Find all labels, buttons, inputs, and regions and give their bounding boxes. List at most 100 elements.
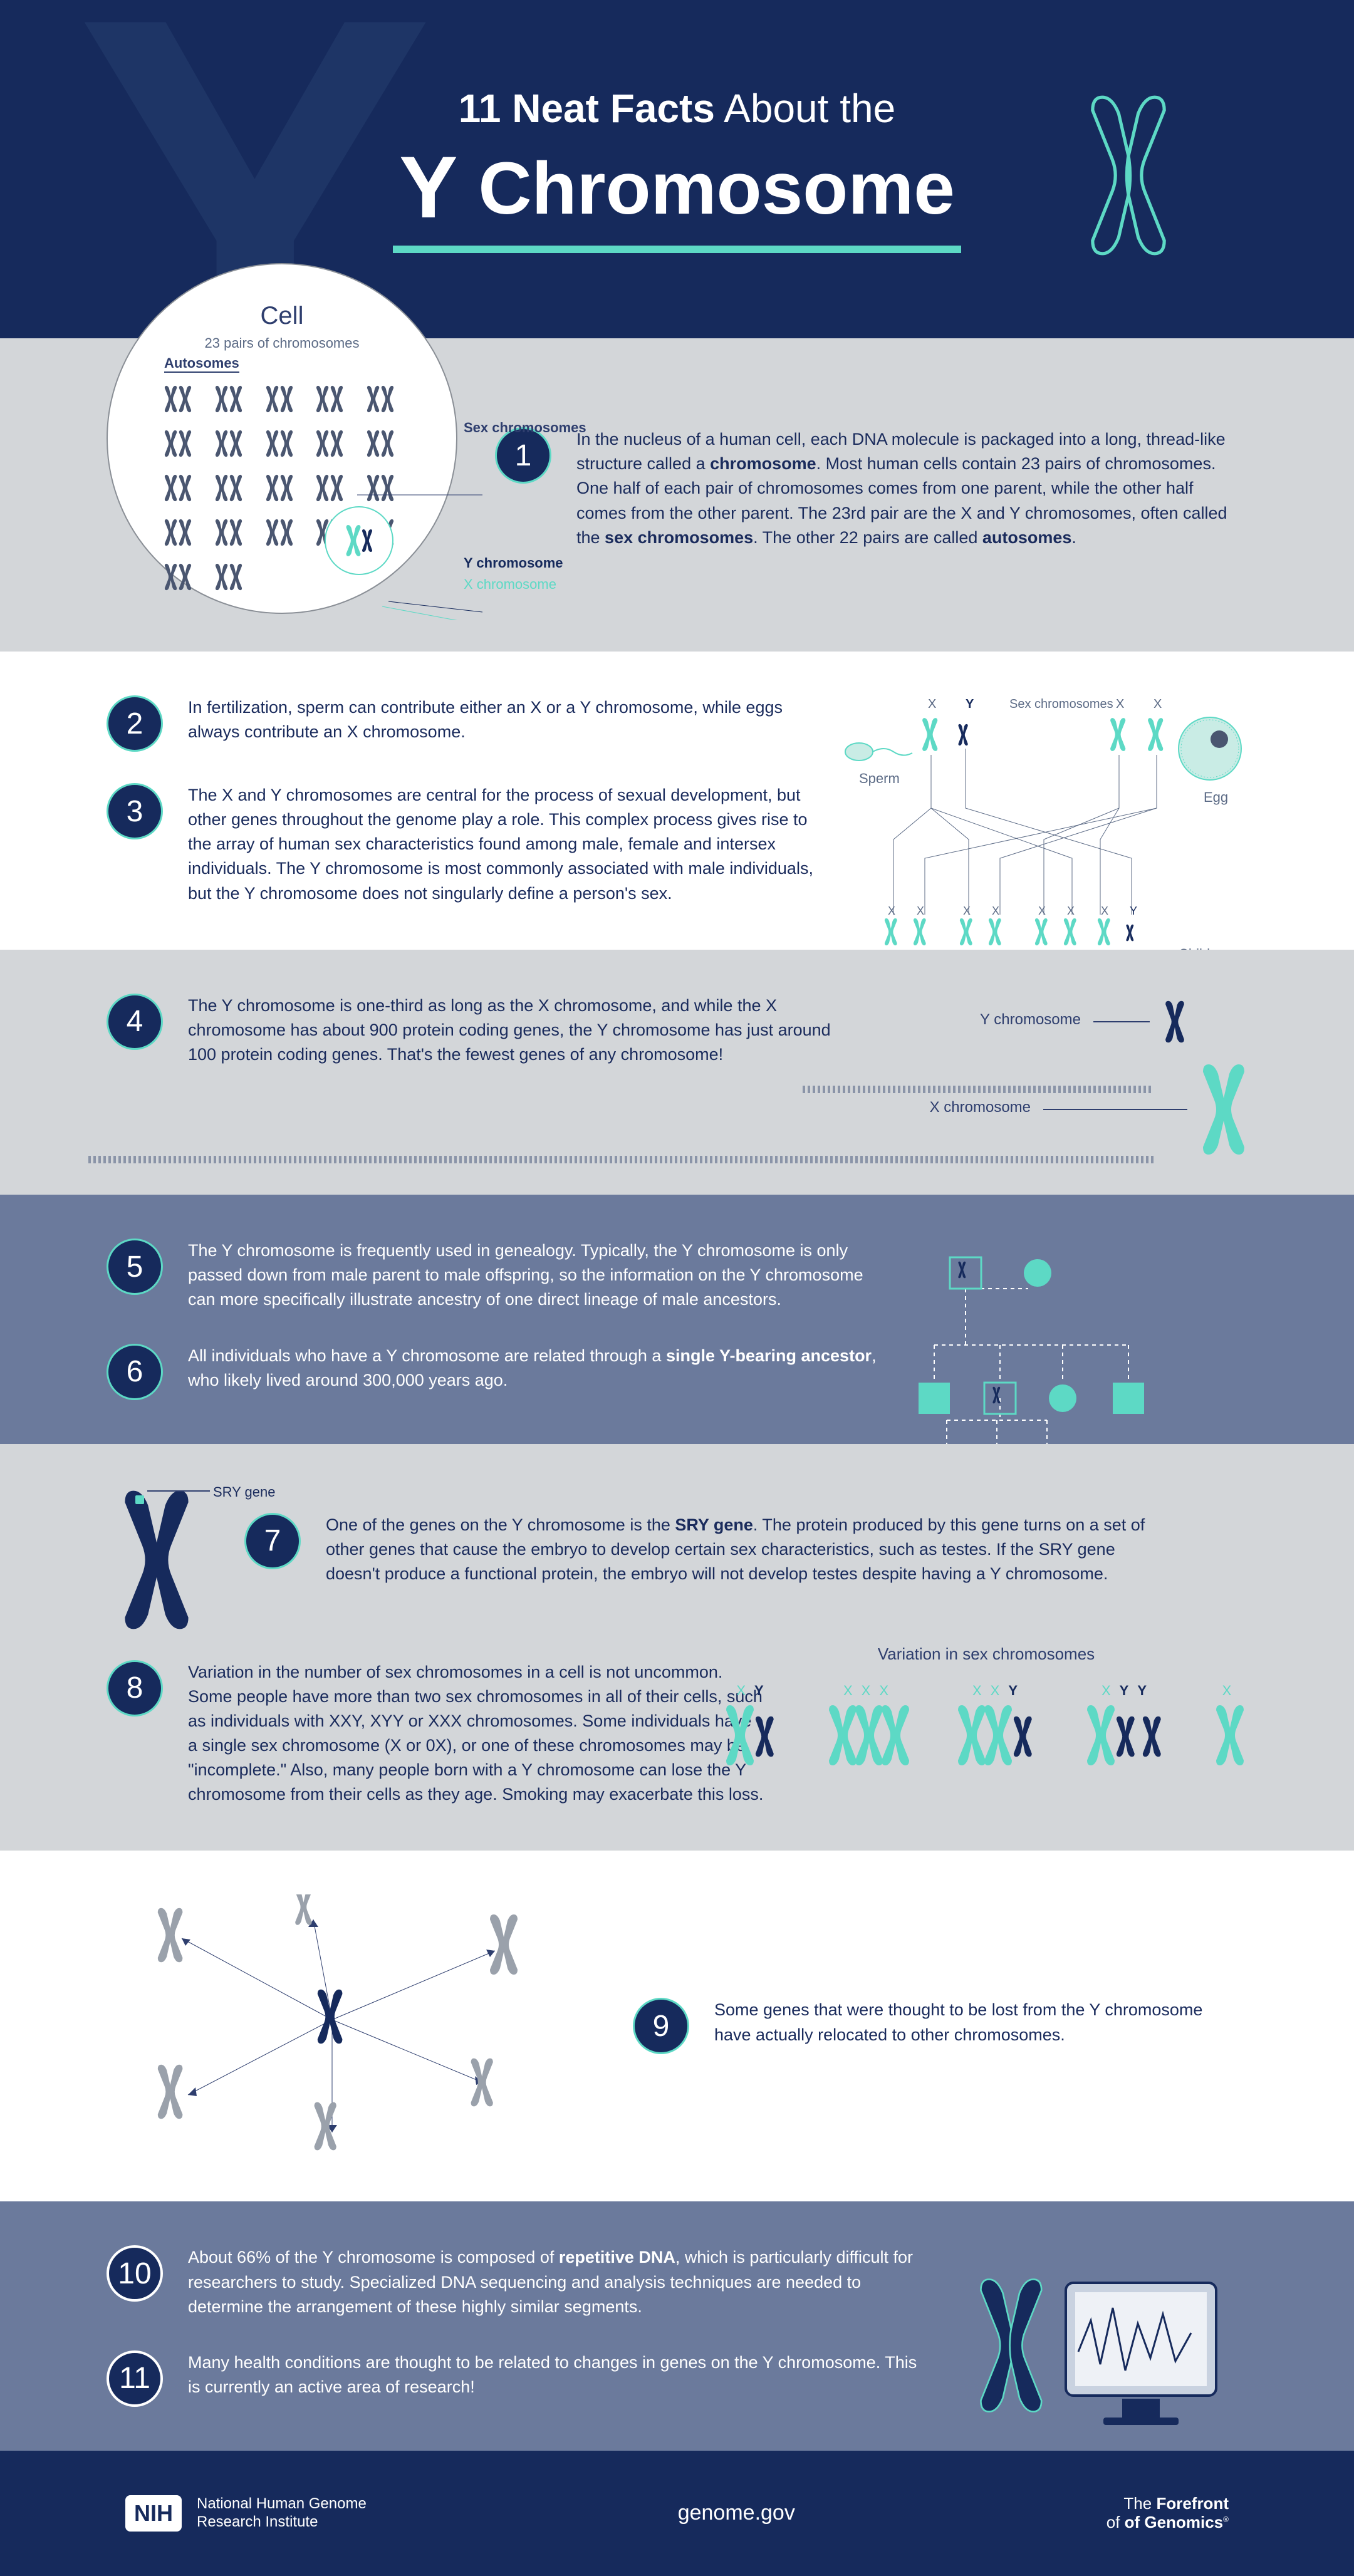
variation-group: XY — [725, 1683, 784, 1776]
svg-text:X: X — [1154, 697, 1162, 711]
fact-text-10: About 66% of the Y chromosome is compose… — [188, 2245, 927, 2319]
autosome-pair — [266, 385, 299, 418]
section-facts-10-11: 10 About 66% of the Y chromosome is comp… — [0, 2201, 1354, 2450]
svg-text:X: X — [917, 905, 924, 917]
section-facts-7-8: SRY gene 7 One of the genes on the Y chr… — [0, 1444, 1354, 1851]
autosome-pair — [316, 385, 349, 418]
nih-name-line2: Research Institute — [197, 2513, 367, 2532]
fact-text-7: One of the genes on the Y chromosome is … — [326, 1513, 1165, 1586]
relocation-diagram — [107, 1894, 583, 2158]
autosome-pair — [215, 430, 248, 463]
svg-text:Sex chromosomes: Sex chromosomes — [1009, 697, 1113, 711]
section-facts-5-6: 5 The Y chromosome is frequently used in… — [0, 1195, 1354, 1443]
variation-group: XYY — [1086, 1683, 1171, 1776]
autosome-pair — [266, 519, 299, 552]
svg-text:X: X — [1038, 905, 1046, 917]
autosome-pair — [367, 474, 400, 507]
fact-badge-7: 7 — [244, 1513, 301, 1569]
title-main: Y Chromosome — [393, 137, 961, 253]
fact-badge-6: 6 — [107, 1344, 163, 1400]
svg-text:X: X — [1067, 905, 1075, 917]
cell-title: Cell — [145, 302, 419, 330]
autosome-pair — [367, 385, 400, 418]
nih-name-line1: National Human Genome — [197, 2495, 367, 2513]
autosome-pair — [164, 563, 197, 596]
autosome-pair — [215, 474, 248, 507]
svg-text:Y: Y — [966, 697, 974, 711]
variation-group: X — [1215, 1683, 1247, 1776]
footer-site: genome.gov — [678, 2501, 795, 2525]
fact-text-2: In fertilization, sperm can contribute e… — [188, 695, 783, 744]
variation-group: XXX — [828, 1683, 913, 1776]
cell-leader-labels: Sex chromosomes Y chromosome X chromosom… — [464, 420, 586, 593]
fertilization-svg: X Y Sex chromosomes X X Sperm Egg — [821, 695, 1247, 984]
fact-badge-3: 3 — [107, 783, 163, 839]
x-chromosome-label: X chromosome — [464, 576, 586, 593]
svg-text:X: X — [963, 905, 971, 917]
autosome-pair — [316, 474, 349, 507]
variation-title: Variation in sex chromosomes — [725, 1644, 1247, 1664]
title-y-letter: Y — [399, 138, 457, 236]
fact-text-3: The X and Y chromosomes are central for … — [188, 783, 827, 906]
header-chromosome-icon — [1078, 94, 1179, 260]
fact-text-4: The Y chromosome is one-third as long as… — [188, 994, 846, 1067]
section-fact-4: 4 The Y chromosome is one-third as long … — [0, 950, 1354, 1195]
sex-chromosome-mini — [325, 506, 393, 575]
fact-text-8: Variation in the number of sex chromosom… — [188, 1660, 764, 1807]
cell-diagram: Cell 23 pairs of chromosomes Autosomes — [107, 263, 457, 614]
y-chromosome-label: Y chromosome — [464, 555, 586, 571]
size-comparison: Y chromosome X chromosome — [930, 1000, 1247, 1156]
forefront-line2-bold: of Genomics — [1125, 2513, 1223, 2532]
svg-text:Y: Y — [1130, 905, 1137, 917]
fertilization-diagram: X Y Sex chromosomes X X Sperm Egg — [821, 695, 1247, 987]
cell-subtitle: 23 pairs of chromosomes — [145, 335, 419, 351]
sex-chromosomes-label: Sex chromosomes — [464, 420, 586, 436]
autosomes-label: Autosomes — [164, 355, 239, 373]
autosome-pair — [164, 385, 197, 418]
fact-badge-4: 4 — [107, 994, 163, 1050]
fact-badge-5: 5 — [107, 1239, 163, 1295]
title-block: 11 Neat Facts About the Y Chromosome — [393, 85, 961, 253]
autosome-pair — [266, 474, 299, 507]
autosome-pair — [215, 385, 248, 418]
title-kicker-bold: 11 Neat Facts — [459, 86, 715, 131]
fact-badge-9: 9 — [633, 1998, 689, 2054]
autosome-pair — [215, 563, 248, 596]
autosome-pair — [215, 519, 248, 552]
section-fact-1: Cell 23 pairs of chromosomes Autosomes S… — [0, 338, 1354, 652]
svg-text:X: X — [888, 905, 895, 917]
fact-badge-10: 10 — [107, 2245, 163, 2302]
fact-badge-8: 8 — [107, 1660, 163, 1716]
svg-text:X: X — [1116, 697, 1124, 711]
nih-logo-block: NIH National Human Genome Research Insti… — [125, 2495, 367, 2532]
fact-text-5: The Y chromosome is frequently used in g… — [188, 1239, 877, 1312]
egg-icon — [1179, 717, 1241, 780]
forefront-logo: The Forefront of of Genomics® — [1107, 2495, 1229, 2532]
nih-name: National Human Genome Research Institute — [197, 2495, 367, 2532]
footer: NIH National Human Genome Research Insti… — [0, 2451, 1354, 2576]
svg-text:X: X — [1101, 905, 1108, 917]
sequencing-graphic — [978, 2264, 1229, 2443]
svg-text:X: X — [992, 905, 999, 917]
fact-text-9: Some genes that were thought to be lost … — [714, 1998, 1228, 2047]
autosome-pair — [266, 430, 299, 463]
nih-badge: NIH — [125, 2495, 182, 2532]
sry-gene-label: SRY gene — [213, 1484, 276, 1500]
fact-text-1: In the nucleus of a human cell, each DNA… — [576, 427, 1247, 550]
autosome-pair — [367, 430, 400, 463]
fact-text-6: All individuals who have a Y chromosome … — [188, 1344, 877, 1393]
title-word: Chromosome — [478, 147, 955, 230]
y-chromosome-icon — [1162, 1000, 1187, 1044]
dna-track-x — [88, 1156, 1154, 1163]
fact-badge-2: 2 — [107, 695, 163, 752]
title-kicker-light: About the — [724, 86, 895, 131]
y-size-label: Y chromosome — [980, 1011, 1081, 1029]
sry-chromosome-icon: SRY gene — [107, 1488, 207, 1635]
sperm-label: Sperm — [859, 771, 900, 786]
variation-diagram: Variation in sex chromosomes XYXXXXXYXYY… — [725, 1644, 1247, 1776]
svg-text:X: X — [928, 697, 936, 711]
egg-label: Egg — [1204, 789, 1228, 805]
section-facts-2-3: 2 In fertilization, sperm can contribute… — [0, 652, 1354, 950]
autosome-pair — [164, 430, 197, 463]
x-chromosome-icon — [1200, 1062, 1247, 1156]
